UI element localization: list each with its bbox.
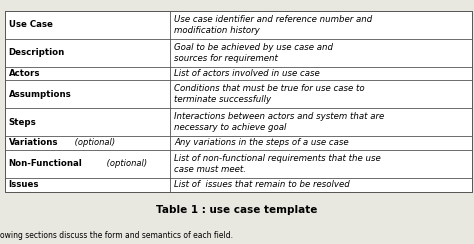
Text: Description: Description xyxy=(9,48,65,57)
Text: Use Case: Use Case xyxy=(9,20,53,29)
Text: Table 1 : use case template: Table 1 : use case template xyxy=(156,205,318,215)
Text: List of non-functional requirements that the use
case must meet.: List of non-functional requirements that… xyxy=(174,154,381,174)
Text: Assumptions: Assumptions xyxy=(9,90,71,99)
Text: Issues: Issues xyxy=(9,180,39,189)
Text: owing sections discuss the form and semantics of each field.: owing sections discuss the form and sema… xyxy=(0,231,233,240)
Text: Non-Functional: Non-Functional xyxy=(9,159,82,168)
Text: Goal to be achieved by use case and
sources for requirement: Goal to be achieved by use case and sour… xyxy=(174,43,333,62)
Text: (optional): (optional) xyxy=(73,138,116,147)
Text: Any variations in the steps of a use case: Any variations in the steps of a use cas… xyxy=(174,138,349,147)
Text: List of  issues that remain to be resolved: List of issues that remain to be resolve… xyxy=(174,180,350,189)
Text: Actors: Actors xyxy=(9,69,40,78)
Text: List of actors involved in use case: List of actors involved in use case xyxy=(174,69,320,78)
Text: (optional): (optional) xyxy=(104,159,147,168)
Bar xyxy=(5,11,472,192)
Text: Interactions between actors and system that are
necessary to achieve goal: Interactions between actors and system t… xyxy=(174,112,384,132)
Text: Use case identifier and reference number and
modification history: Use case identifier and reference number… xyxy=(174,15,373,35)
Text: Variations: Variations xyxy=(9,138,58,147)
Bar xyxy=(5,11,472,192)
Text: Conditions that must be true for use case to
terminate successfully: Conditions that must be true for use cas… xyxy=(174,84,365,104)
Text: Steps: Steps xyxy=(9,118,36,127)
